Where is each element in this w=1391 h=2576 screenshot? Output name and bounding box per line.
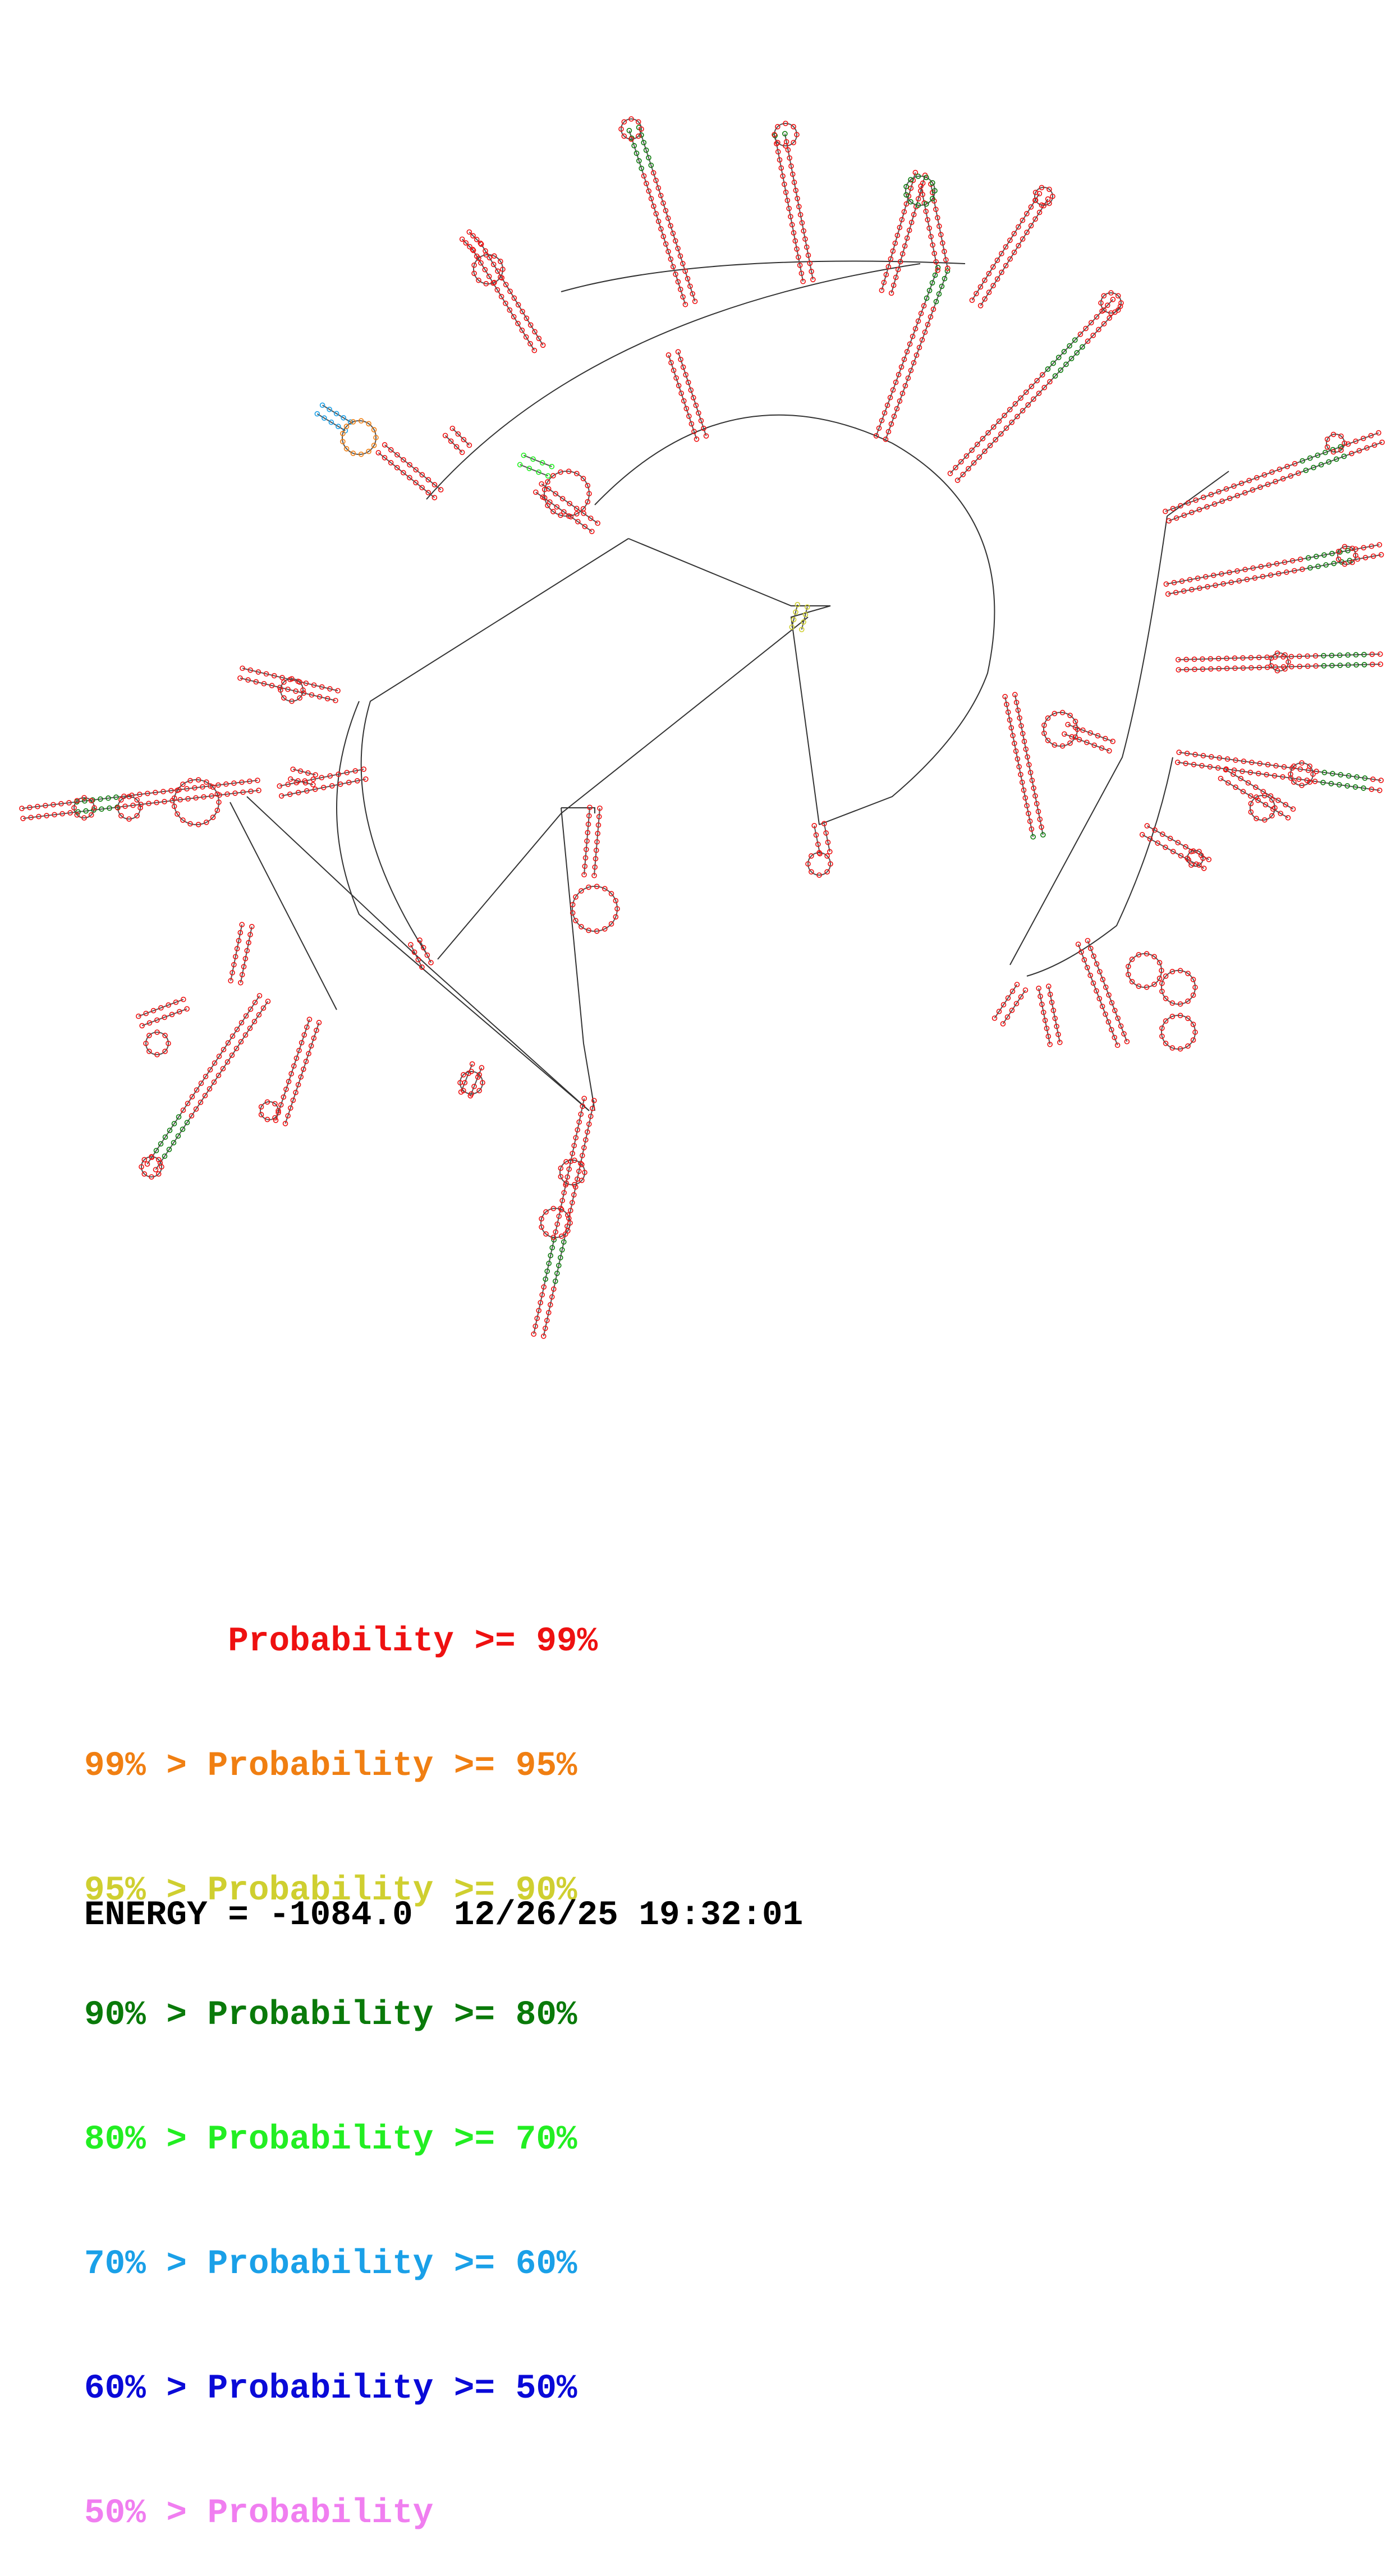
helix-stem (879, 169, 928, 296)
loop (1268, 650, 1291, 674)
loop (539, 1206, 573, 1240)
helix-stem (789, 602, 810, 632)
loop (139, 1154, 164, 1180)
helix-stem (1075, 937, 1130, 1048)
loop (1032, 185, 1055, 208)
legend-row-95: 99% > Probability >= 95% (84, 1747, 577, 1786)
helix-stem (228, 922, 255, 986)
loop (1335, 544, 1358, 567)
helix-stem (408, 937, 434, 970)
probability-legend: Probability >= 99% 99% > Probability >= … (84, 1538, 598, 2576)
loop (457, 1069, 485, 1097)
loop (570, 884, 620, 934)
helix-stem (531, 1096, 597, 1339)
loop (541, 468, 592, 519)
helix-stem (811, 821, 833, 857)
loop (258, 1099, 281, 1123)
loop (1324, 431, 1347, 455)
helix-stem (1174, 749, 1384, 793)
helix-stem (665, 349, 709, 442)
helix-stem (1163, 542, 1384, 597)
energy-value: ENERGY = -1084.0 (84, 1896, 413, 1935)
helix-stems (19, 125, 1385, 1339)
helix-stem (772, 131, 816, 284)
helix-stem (277, 766, 369, 799)
loop (278, 676, 306, 704)
loop (558, 1157, 587, 1188)
helix-stem (273, 1016, 322, 1126)
helix-stem (1062, 721, 1115, 754)
loop (1098, 290, 1124, 316)
loop (618, 116, 644, 142)
helix-stem (947, 297, 1123, 483)
legend-row-70: 80% > Probability >= 70% (84, 2120, 577, 2159)
loop (143, 1029, 171, 1057)
helix-stem (1139, 823, 1212, 871)
loop (805, 850, 833, 878)
loop (71, 795, 97, 821)
helix-stem (918, 181, 951, 273)
loop (1041, 710, 1080, 749)
energy-footer: ENERGY = -1084.0 12/26/25 19:32:01 (84, 1896, 803, 1935)
hairpin-loops (71, 116, 1358, 1240)
helix-stem (991, 982, 1029, 1027)
loop (1126, 951, 1164, 990)
loop (1159, 968, 1198, 1007)
loop (903, 173, 938, 208)
loop (340, 418, 379, 457)
loop (772, 121, 800, 149)
helix-stem (969, 191, 1051, 309)
legend-row-99: Probability >= 99% (84, 1622, 598, 1661)
helix-stem (517, 452, 555, 479)
helix-stem (1163, 430, 1385, 524)
legend-row-below-50: 50% > Probability (84, 2494, 434, 2533)
legend-row-50: 60% > Probability >= 50% (84, 2370, 577, 2408)
helix-stem (442, 425, 472, 456)
helix-stem (144, 993, 271, 1172)
helix-stem (19, 778, 261, 821)
loop (1288, 760, 1316, 788)
legend-row-80: 90% > Probability >= 80% (84, 1996, 577, 2035)
rna-structure-diagram (19, 116, 1385, 1339)
loop (171, 777, 222, 827)
loop (1185, 849, 1206, 868)
loop (471, 252, 506, 287)
timestamp: 12/26/25 19:32:01 (453, 1896, 804, 1935)
helix-stem (470, 241, 546, 353)
helix-stem (533, 481, 600, 535)
helix-stem (1175, 651, 1384, 673)
backbone-lines (229, 260, 1229, 1111)
helix-stem (873, 265, 951, 442)
helix-stem (1002, 692, 1046, 840)
loop (115, 794, 143, 822)
loop (1159, 1013, 1198, 1052)
legend-row-90: 95% > Probability >= 90% (84, 1871, 577, 1910)
legend-row-60: 70% > Probability >= 60% (84, 2245, 577, 2284)
helix-stem (581, 804, 603, 878)
helix-stem (375, 442, 444, 500)
loop (1248, 793, 1278, 823)
helix-stem (136, 996, 190, 1029)
helix-stem (1036, 983, 1063, 1047)
helix-stem (626, 125, 698, 307)
helix-stem (459, 229, 484, 254)
helix-stem (288, 766, 318, 788)
helix-stem (237, 665, 341, 703)
